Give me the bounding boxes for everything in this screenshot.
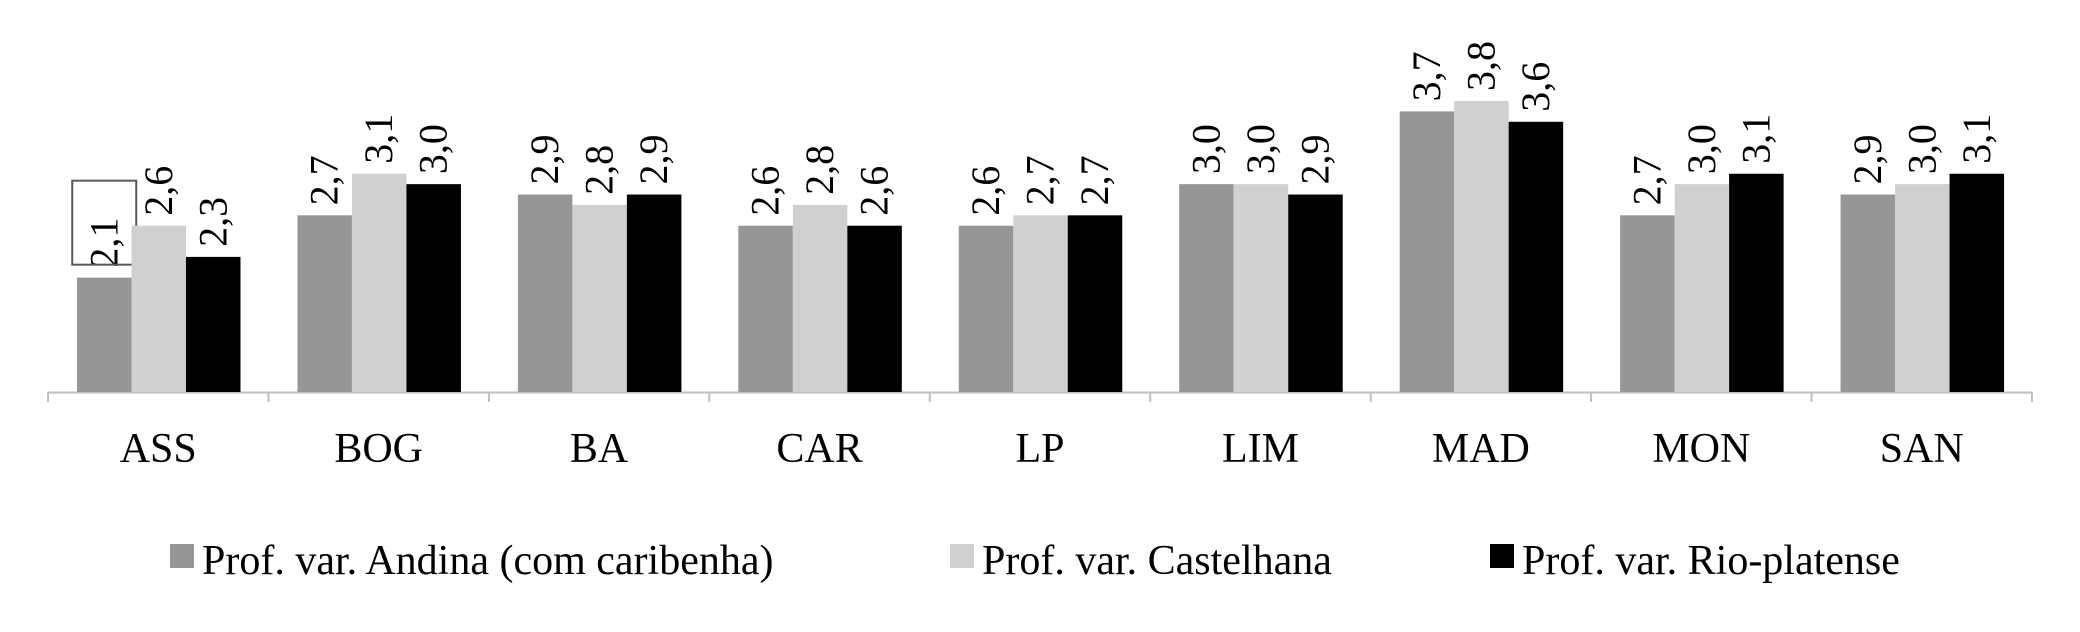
data-label: 2,9 bbox=[522, 135, 567, 185]
data-label: 2,9 bbox=[1845, 135, 1890, 185]
data-label: 3,0 bbox=[411, 124, 456, 174]
category-label: MON bbox=[1652, 426, 1750, 472]
data-label-highlight-box bbox=[71, 179, 138, 266]
data-label: 2,6 bbox=[743, 166, 788, 216]
legend-swatch bbox=[170, 544, 194, 568]
legend-label: Prof. var. Castelhana bbox=[982, 538, 1332, 584]
bar bbox=[351, 173, 407, 392]
data-label: 3,0 bbox=[1679, 124, 1724, 174]
category-label: LP bbox=[1015, 426, 1064, 472]
bar bbox=[1013, 215, 1068, 392]
bar bbox=[792, 204, 848, 392]
legend-label: Prof. var. Andina (com caribenha) bbox=[202, 538, 773, 584]
legend-swatch bbox=[1490, 544, 1514, 568]
data-label: 3,7 bbox=[1404, 51, 1449, 101]
category-label: BOG bbox=[334, 426, 423, 472]
data-label: 2,8 bbox=[577, 145, 622, 195]
bar bbox=[1620, 215, 1675, 392]
data-label: 3,1 bbox=[1954, 114, 1999, 164]
bar bbox=[626, 194, 682, 392]
data-label: 2,8 bbox=[797, 145, 842, 195]
data-label: 3,8 bbox=[1458, 41, 1503, 91]
data-label: 3,6 bbox=[1513, 62, 1558, 112]
data-label: 2,6 bbox=[963, 166, 1008, 216]
category-label: LIM bbox=[1222, 426, 1299, 472]
bar bbox=[77, 277, 132, 392]
data-label: 2,7 bbox=[1072, 155, 1117, 205]
bar bbox=[1233, 184, 1289, 392]
data-label: 3,1 bbox=[1733, 114, 1778, 164]
data-label: 2,6 bbox=[136, 166, 181, 216]
bar bbox=[517, 194, 573, 392]
data-label: 2,7 bbox=[1018, 155, 1063, 205]
data-label: 2,1 bbox=[81, 218, 126, 268]
data-label: 2,9 bbox=[1292, 135, 1337, 185]
bar bbox=[297, 215, 352, 392]
bar bbox=[1674, 184, 1730, 392]
bar bbox=[186, 256, 241, 392]
category-label: BA bbox=[570, 426, 629, 472]
data-label: 2,7 bbox=[1624, 155, 1669, 205]
data-label: 2,6 bbox=[852, 166, 897, 216]
data-label: 3,1 bbox=[356, 114, 401, 164]
bar bbox=[1179, 184, 1234, 392]
bar bbox=[1454, 101, 1509, 392]
bar bbox=[572, 204, 627, 392]
data-label: 2,9 bbox=[631, 135, 676, 185]
bar bbox=[131, 225, 186, 392]
bar bbox=[847, 225, 902, 392]
category-label: CAR bbox=[776, 426, 862, 472]
category-label: SAN bbox=[1880, 426, 1964, 472]
bar bbox=[1840, 194, 1896, 392]
category-label: MAD bbox=[1432, 426, 1530, 472]
data-label: 3,0 bbox=[1899, 124, 1944, 174]
bar bbox=[1067, 215, 1123, 392]
bar bbox=[1508, 121, 1564, 393]
data-label: 2,3 bbox=[190, 197, 235, 247]
bar bbox=[738, 225, 793, 392]
legend-swatch bbox=[950, 544, 974, 568]
bar bbox=[1729, 173, 1784, 392]
bar bbox=[1895, 184, 1950, 392]
category-label: ASS bbox=[120, 426, 197, 472]
legend-label: Prof. var. Rio-platense bbox=[1522, 538, 1900, 584]
bar bbox=[406, 184, 461, 392]
bar bbox=[1399, 111, 1455, 393]
bar bbox=[958, 225, 1014, 392]
data-label: 3,0 bbox=[1183, 124, 1228, 174]
data-label: 3,0 bbox=[1238, 124, 1283, 174]
bar bbox=[1949, 173, 2005, 392]
bar bbox=[1288, 194, 1343, 392]
data-label: 2,7 bbox=[302, 155, 347, 205]
